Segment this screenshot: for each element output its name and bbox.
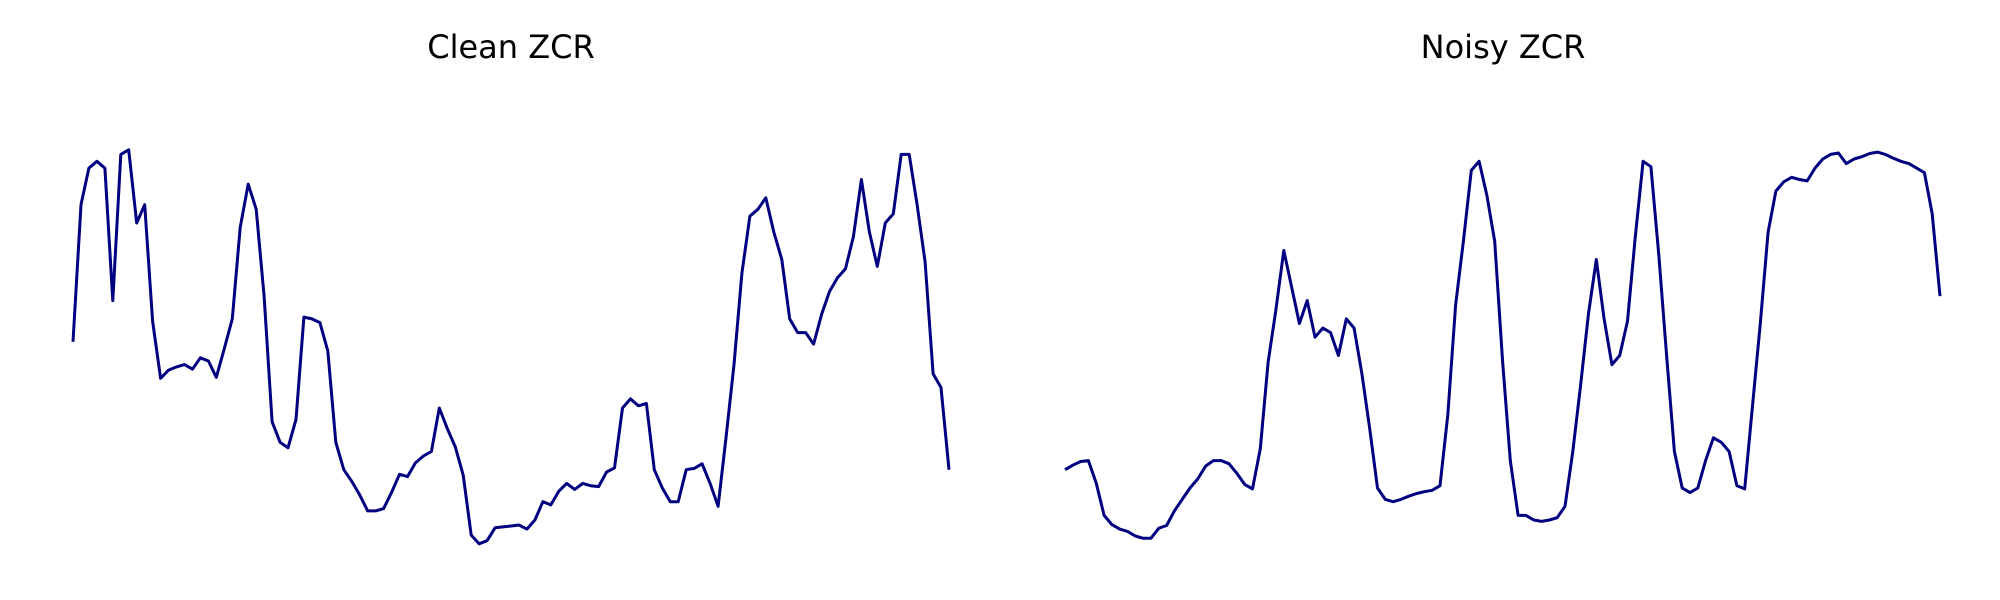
chart-title-clean-zcr: Clean ZCR: [427, 28, 594, 66]
series-line-noisy-zcr: [1064, 150, 1942, 540]
chart-noisy-zcr: Noisy ZCR: [1064, 28, 1942, 540]
series-line-clean-zcr: [71, 148, 951, 546]
chart-clean-zcr: Clean ZCR: [71, 28, 951, 546]
chart-title-noisy-zcr: Noisy ZCR: [1421, 28, 1586, 66]
